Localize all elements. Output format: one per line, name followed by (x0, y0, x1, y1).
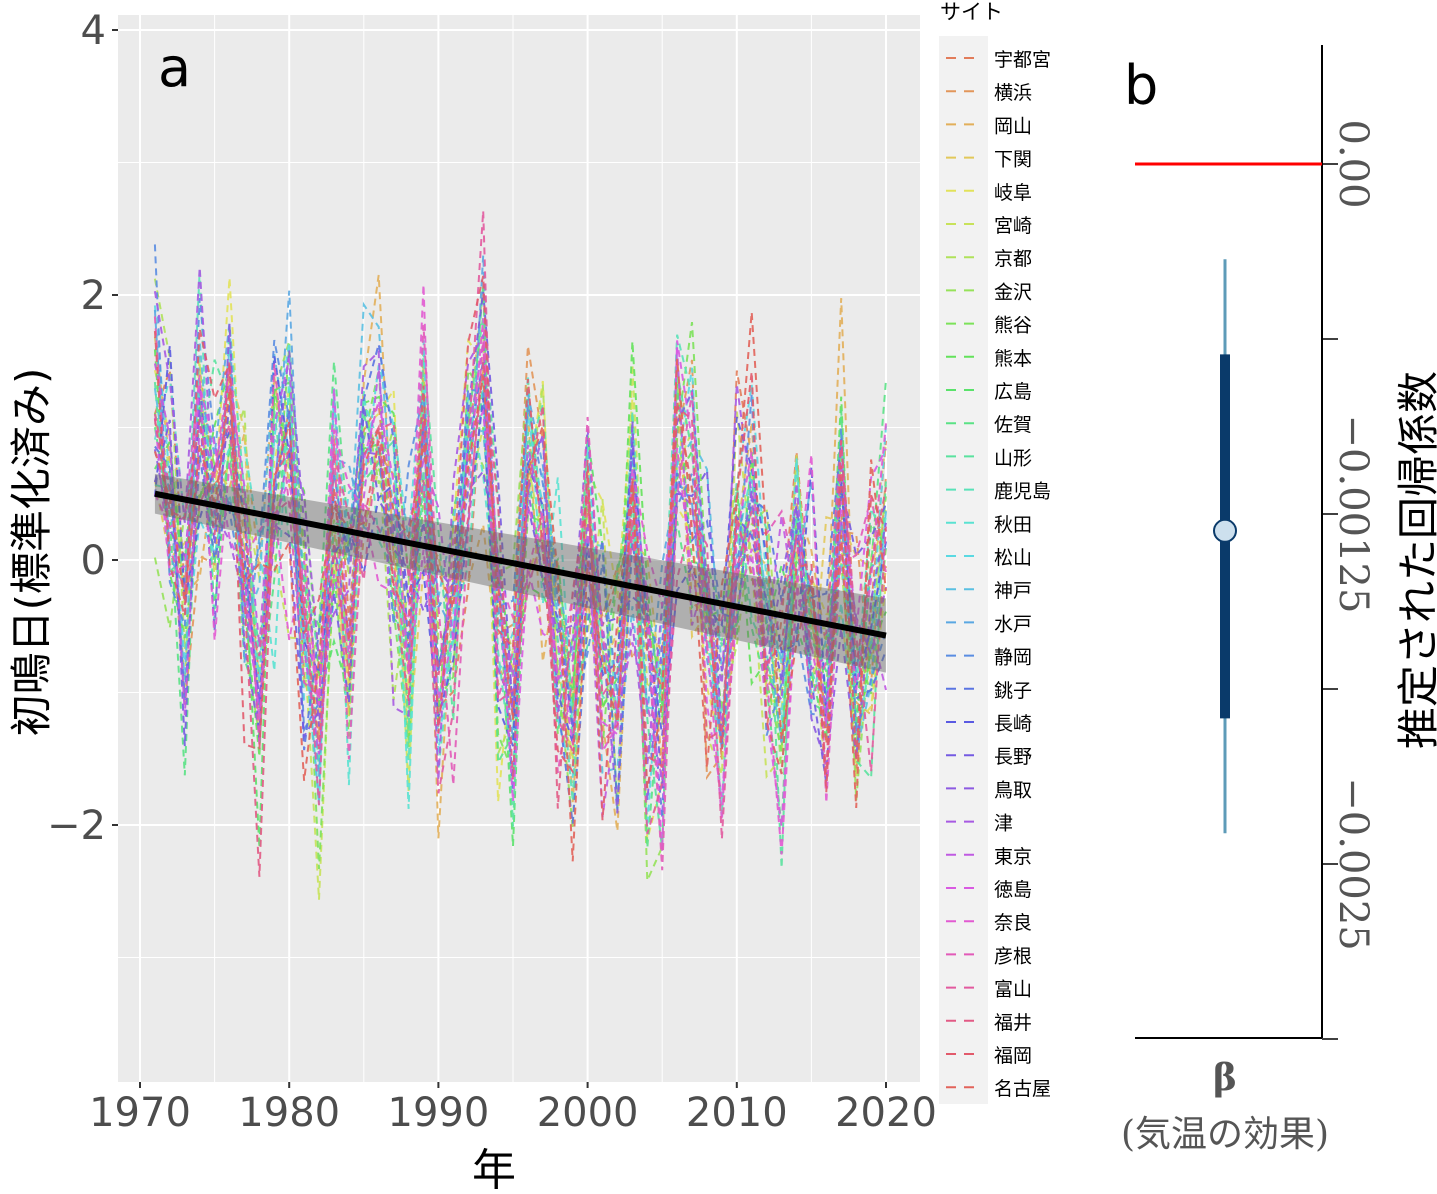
legend-items: 宇都宮横浜岡山下関岐阜宮崎京都金沢熊谷熊本広島佐賀山形鹿児島秋田松山神戸水戸静岡… (946, 49, 1051, 1100)
interval-marks (1135, 162, 1322, 834)
panel-label-a: a (158, 36, 191, 99)
x-tick-label: 2000 (537, 1090, 639, 1136)
legend-label: 熊本 (994, 348, 1032, 370)
axis-ticks-b: 0.00 −0.00125 −0.0025 (1322, 119, 1376, 1040)
legend-label: 横浜 (994, 82, 1032, 104)
legend-label: 岐阜 (994, 182, 1032, 204)
legend-label: 長崎 (994, 713, 1032, 735)
series-line-福岡 (153, 275, 887, 821)
legend-label: 宮崎 (994, 215, 1032, 237)
panel-a: 4 2 0 −2 1970 1980 1990 2000 2010 2020 a 年 初鳴日(標準… (7, 8, 937, 1194)
legend-label: 山形 (994, 447, 1032, 469)
series-line-宮崎 (153, 363, 887, 900)
series-line-鹿児島 (154, 270, 887, 816)
legend-label: 福岡 (994, 1045, 1032, 1067)
category-sublabel: (気温の効果) (1121, 1114, 1329, 1155)
point-estimate (1213, 518, 1237, 543)
legend: サイト 宇都宮横浜岡山下関岐阜宮崎京都金沢熊谷熊本広島佐賀山形鹿児島秋田松山神戸… (939, 0, 1051, 1104)
legend-label: 東京 (994, 846, 1032, 868)
trend-line (154, 490, 887, 639)
trend (154, 473, 887, 673)
series-line-東京 (153, 341, 887, 818)
legend-label: 熊谷 (994, 315, 1032, 337)
legend-label: 静岡 (994, 647, 1032, 669)
panel-b: b 0.00 −0.00125 −0.0025 β (気温の効果) 推定された回帰係… (1121, 45, 1437, 1155)
legend-label: 広島 (994, 381, 1032, 403)
y-axis-title: 初鳴日(標準化済み) (7, 368, 56, 737)
legend-label: 彦根 (994, 945, 1032, 967)
y-axis-title-b: 推定された回帰係数 (1394, 371, 1437, 749)
panel-label-b: b (1124, 54, 1158, 117)
series-line-富山 (153, 210, 887, 840)
legend-label: 銚子 (994, 680, 1032, 702)
x-axis-title: 年 (472, 1145, 516, 1190)
y-tick-label-b: 0.00 (1330, 119, 1376, 208)
y-tick-label: 0 (81, 538, 106, 584)
y-tick-label: 2 (81, 273, 106, 319)
legend-label: 奈良 (994, 912, 1032, 934)
legend-label: 津 (994, 813, 1013, 835)
legend-label: 宇都宮 (994, 49, 1051, 71)
legend-label: 富山 (994, 979, 1032, 1001)
legend-label: 水戸 (994, 613, 1032, 635)
legend-label: 鳥取 (994, 779, 1032, 801)
series-line-名古屋 (153, 312, 887, 862)
legend-title: サイト (940, 0, 1003, 24)
legend-label: 京都 (994, 248, 1032, 270)
legend-label: 名古屋 (994, 1078, 1051, 1100)
category-label: β (1213, 1057, 1237, 1099)
legend-label: 佐賀 (994, 414, 1032, 436)
legend-label: 金沢 (994, 281, 1032, 303)
series-lines (153, 210, 887, 900)
trend-confidence-band (154, 473, 887, 673)
legend-label: 福井 (994, 1012, 1032, 1034)
legend-label: 徳島 (994, 879, 1032, 901)
legend-label: 下関 (994, 149, 1032, 171)
legend-label: 松山 (994, 547, 1032, 569)
x-tick-label: 2020 (835, 1090, 937, 1136)
y-tick-label-b: −0.0025 (1330, 777, 1376, 950)
x-tick-label: 1980 (238, 1090, 340, 1136)
y-tick-label-b: −0.00125 (1330, 415, 1376, 614)
y-tick-label: −2 (47, 803, 106, 849)
y-tick-label: 4 (81, 8, 106, 54)
x-tick-label: 1990 (388, 1090, 490, 1136)
legend-label: 鹿児島 (994, 481, 1051, 503)
series-line-広島 (154, 380, 887, 848)
legend-key-background (939, 36, 988, 1104)
x-tick-label: 1970 (89, 1090, 191, 1136)
legend-label: 岡山 (994, 115, 1032, 137)
legend-label: 秋田 (994, 514, 1032, 536)
legend-label: 長野 (994, 746, 1032, 768)
x-tick-label: 2010 (686, 1090, 788, 1136)
axis-ticks-a: 4 2 0 −2 1970 1980 1990 2000 2010 2020 (47, 8, 937, 1136)
legend-label: 神戸 (994, 580, 1032, 602)
